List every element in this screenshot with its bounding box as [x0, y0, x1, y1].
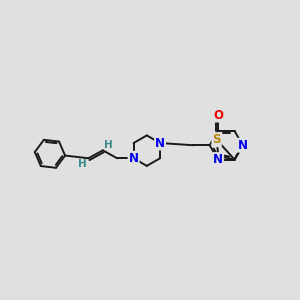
Text: O: O [213, 109, 223, 122]
Text: H: H [104, 140, 113, 150]
Text: N: N [238, 139, 248, 152]
Text: H: H [78, 159, 87, 169]
Text: N: N [155, 136, 165, 149]
Text: N: N [129, 152, 139, 165]
Text: N: N [213, 153, 223, 166]
Text: S: S [212, 133, 221, 146]
